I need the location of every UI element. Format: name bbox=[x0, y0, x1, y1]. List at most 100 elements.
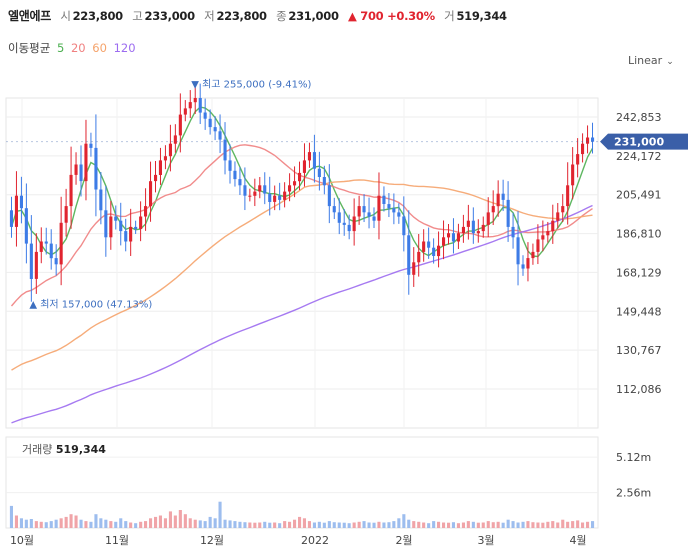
low-value: 223,800 bbox=[216, 9, 267, 23]
volume-bar bbox=[506, 519, 510, 528]
ma5-line bbox=[10, 106, 594, 258]
volume-bar bbox=[437, 521, 441, 528]
candle-body bbox=[307, 152, 311, 161]
volume-bar bbox=[168, 511, 172, 528]
volume-bar bbox=[183, 514, 187, 528]
candle-body bbox=[44, 241, 48, 244]
candle-body bbox=[451, 233, 455, 242]
scale-dropdown-value: Linear bbox=[628, 54, 663, 67]
candle-body bbox=[461, 226, 465, 234]
candle-body bbox=[129, 226, 133, 242]
candle-body bbox=[387, 204, 391, 209]
volume-bar bbox=[392, 521, 396, 528]
high-annotation: ▼ 최고 255,000 (-9.41%) bbox=[191, 79, 311, 91]
price-panel-frame bbox=[5, 97, 599, 429]
candle-body bbox=[312, 152, 316, 169]
volume-bar bbox=[134, 523, 138, 528]
ma60-label: 60 bbox=[92, 41, 107, 55]
volume-bar bbox=[362, 521, 366, 528]
candle-body bbox=[223, 139, 227, 161]
stock-header: 엘앤에프 시 223,800 고 233,000 저 223,800 종 231,000… bbox=[8, 7, 507, 27]
candle-body bbox=[49, 243, 53, 259]
y-tick-label: 168,129 bbox=[616, 266, 662, 279]
candle-body bbox=[99, 189, 103, 211]
candle-body bbox=[119, 220, 123, 232]
candle-body bbox=[382, 195, 386, 204]
candle-body bbox=[317, 168, 321, 177]
high-value: 233,000 bbox=[144, 9, 196, 23]
ma20-label: 20 bbox=[70, 41, 86, 55]
volume-bar bbox=[59, 518, 63, 528]
candle-body bbox=[432, 247, 436, 256]
volume-bar bbox=[34, 521, 38, 528]
candle-body bbox=[198, 98, 202, 113]
open-label: 시 bbox=[60, 9, 71, 23]
volume-bar bbox=[193, 519, 197, 528]
volume-bar bbox=[347, 523, 351, 528]
candle-body bbox=[347, 224, 351, 232]
candle-body bbox=[407, 235, 411, 275]
volume-bar bbox=[491, 522, 495, 528]
volume-bar bbox=[288, 521, 292, 528]
y-tick-label: 130,767 bbox=[616, 344, 662, 357]
volume-bar bbox=[79, 519, 83, 528]
candle-body bbox=[442, 237, 446, 246]
volume-bar bbox=[586, 521, 590, 528]
candle-body bbox=[283, 191, 287, 200]
volume-bar bbox=[456, 523, 460, 528]
volume-bar bbox=[198, 520, 202, 528]
candle-body bbox=[104, 210, 108, 238]
y-tick-label: 205,491 bbox=[616, 189, 662, 202]
volume-bar bbox=[432, 521, 436, 528]
candle-body bbox=[168, 143, 172, 157]
volume-bar bbox=[104, 519, 108, 528]
candle-body bbox=[124, 231, 128, 242]
candle-body bbox=[188, 102, 192, 109]
volume-bar bbox=[14, 515, 18, 528]
x-tick-label: 3월 bbox=[477, 534, 494, 547]
volume-bar bbox=[248, 522, 252, 528]
volume-bar bbox=[243, 522, 247, 528]
candle-body bbox=[516, 237, 520, 265]
x-tick-label: 10월 bbox=[10, 534, 34, 547]
candle-body bbox=[288, 185, 292, 192]
high-label: 고 bbox=[132, 9, 143, 23]
candle-body bbox=[571, 164, 575, 186]
volume-bar bbox=[402, 514, 406, 528]
candle-body bbox=[536, 239, 540, 252]
volume-bar bbox=[124, 521, 128, 528]
volume-bar bbox=[154, 516, 158, 528]
candle-body bbox=[158, 160, 162, 175]
volume-panel-frame bbox=[5, 436, 599, 529]
volume-bar bbox=[74, 515, 78, 528]
volume-bar bbox=[471, 521, 475, 528]
volume-bar bbox=[407, 519, 411, 528]
volume-bar bbox=[109, 521, 113, 528]
volume-bar bbox=[258, 522, 262, 528]
candle-body bbox=[193, 98, 197, 103]
scale-dropdown[interactable]: Linear ⌄ bbox=[628, 54, 674, 67]
candle-body bbox=[208, 118, 212, 128]
volume-bar bbox=[571, 521, 575, 528]
candle-body bbox=[258, 185, 262, 192]
volume-bar bbox=[561, 519, 565, 528]
candle-body bbox=[481, 224, 485, 232]
candle-body bbox=[54, 258, 58, 265]
candle-body bbox=[273, 195, 277, 202]
candle-body bbox=[546, 231, 550, 236]
candle-body bbox=[486, 212, 490, 225]
volume-bar bbox=[397, 518, 401, 528]
candle-body bbox=[576, 154, 580, 165]
volume-bar bbox=[422, 522, 426, 528]
volume-bar bbox=[9, 505, 13, 528]
candle-body bbox=[521, 264, 525, 269]
volume-bar bbox=[293, 519, 297, 528]
volume-bar bbox=[283, 521, 287, 528]
volume-bar bbox=[372, 522, 376, 528]
volume-bar bbox=[268, 522, 272, 528]
volume-bar bbox=[114, 521, 118, 528]
candle-body bbox=[437, 245, 441, 257]
volume-bar bbox=[526, 521, 530, 528]
x-tick-label: 2월 bbox=[395, 534, 412, 547]
